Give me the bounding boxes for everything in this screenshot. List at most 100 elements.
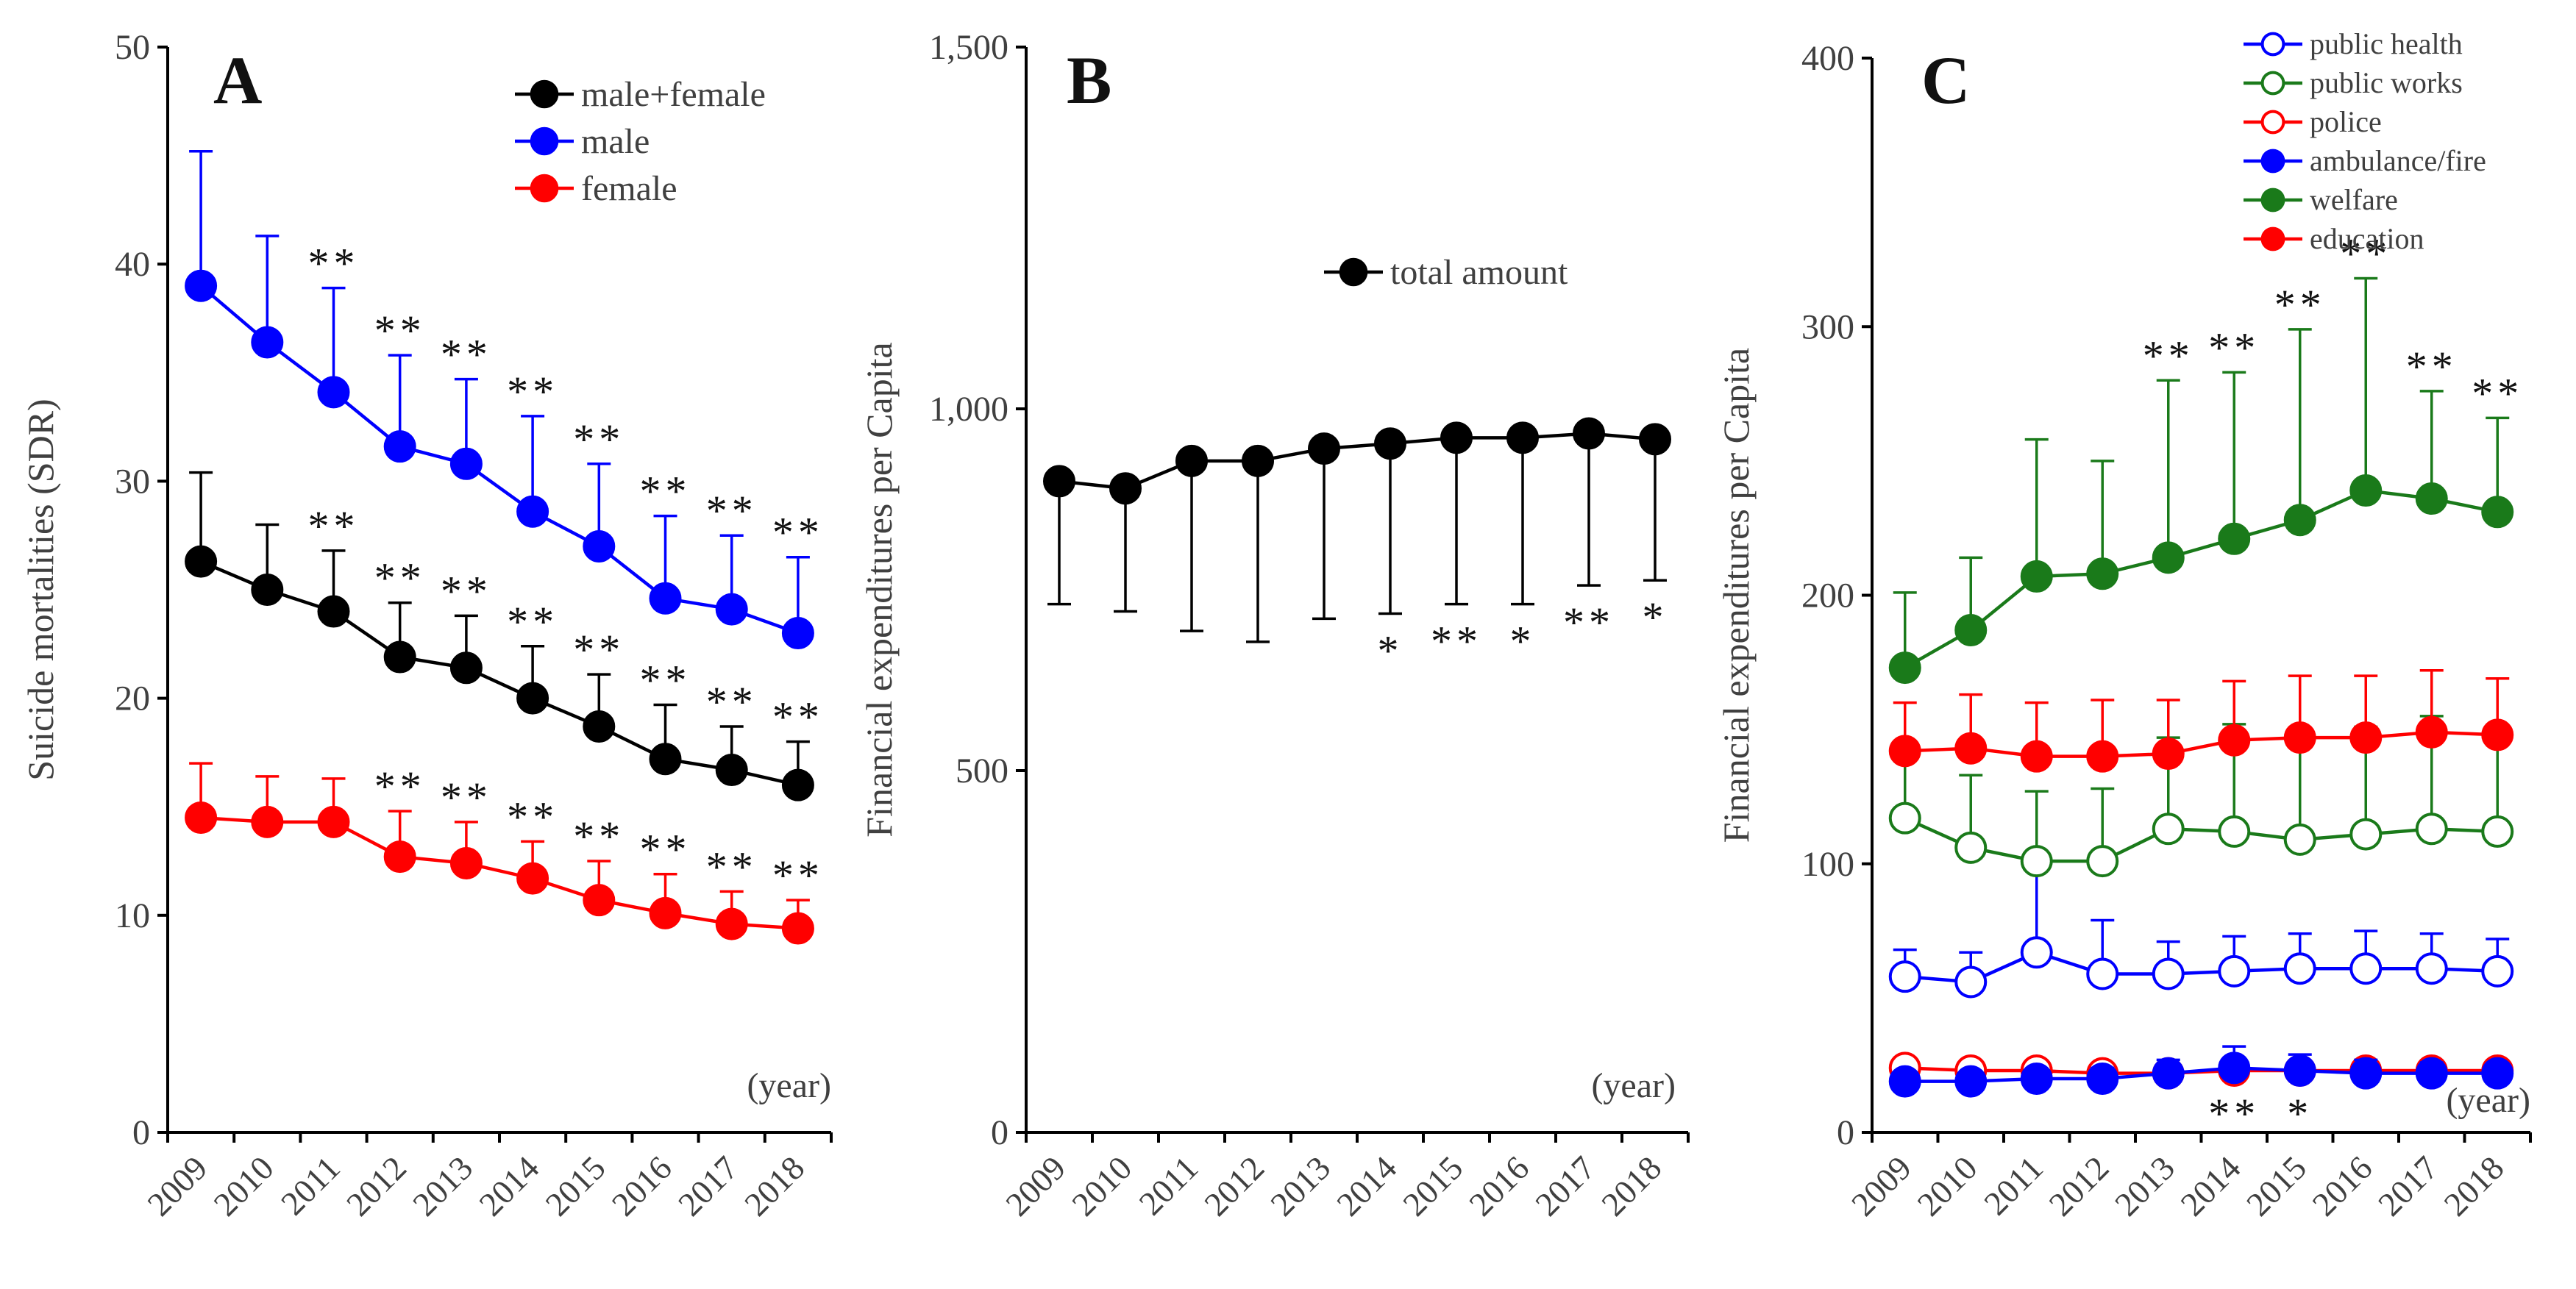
- panel-letter: C: [1921, 43, 1970, 118]
- data-point: [2415, 1057, 2448, 1090]
- legend-label: police: [2310, 105, 2382, 138]
- data-point: [251, 805, 284, 838]
- significance-mark: **: [573, 626, 625, 674]
- data-point: [1888, 1065, 1921, 1098]
- significance-mark: **: [507, 598, 558, 646]
- data-point: [516, 495, 549, 528]
- x-tick-label: 2011: [1131, 1149, 1205, 1222]
- data-point: [2349, 1057, 2383, 1090]
- data-point: [2481, 954, 2514, 988]
- x-tick-label: 2014: [472, 1149, 546, 1223]
- data-point: [1043, 465, 1075, 498]
- legend-label: public health: [2310, 27, 2463, 60]
- data-point: [1506, 421, 1539, 454]
- chart-panel-a: 0102030405020092010201120122013201420152…: [20, 28, 833, 1223]
- series-ambulance-fire: ** *: [1888, 1045, 2514, 1138]
- data-point: [2481, 496, 2514, 529]
- y-tick-label: 100: [1801, 845, 1854, 884]
- x-tick-label: 2015: [538, 1149, 613, 1223]
- data-point: [1374, 427, 1406, 460]
- data-point: [251, 574, 284, 606]
- significance-mark: **: [772, 509, 824, 557]
- legend-label: public works: [2310, 66, 2463, 99]
- x-tick-label: 2018: [737, 1149, 811, 1223]
- x-tick-label: 2017: [671, 1149, 745, 1223]
- legend-marker: [2260, 32, 2285, 57]
- legend-label: welfare: [2310, 183, 2398, 216]
- significance-mark: **: [507, 368, 558, 415]
- data-point: [2415, 813, 2448, 846]
- significance-mark: **: [573, 813, 625, 860]
- significance-mark: **: [1431, 618, 1482, 665]
- legend-label: total amount: [1390, 253, 1568, 292]
- series-line: [1904, 950, 2498, 984]
- data-point: [2481, 815, 2514, 848]
- data-point: [449, 846, 483, 879]
- data-point: [449, 651, 483, 685]
- data-point: [251, 326, 284, 359]
- data-point: [2283, 952, 2316, 985]
- x-tick-label: 2015: [2239, 1149, 2313, 1223]
- series-line: [1904, 816, 2498, 863]
- significance-mark: **: [441, 774, 492, 821]
- series-line: [200, 815, 799, 930]
- series-male: ** ** ** ** ** ** ** **: [185, 149, 824, 650]
- significance-mark: **: [507, 793, 558, 840]
- data-point: [583, 529, 616, 563]
- significance-mark: **: [441, 567, 492, 615]
- data-point: [715, 593, 748, 626]
- data-point: [2152, 813, 2185, 846]
- data-point: [2020, 1062, 2053, 1095]
- data-point: [2283, 504, 2316, 537]
- series-public-health: [1888, 857, 2514, 999]
- data-point: [1573, 417, 1605, 450]
- significance-mark: **: [441, 331, 492, 379]
- legend-marker: [2260, 71, 2285, 96]
- y-tick-label: 40: [115, 245, 150, 284]
- data-point: [2020, 845, 2053, 878]
- data-point: [2415, 715, 2448, 749]
- data-point: [1954, 613, 1988, 646]
- chart-panel-c: 0100200300400200920102011201220132014201…: [1715, 27, 2532, 1223]
- x-tick-label: 2010: [1910, 1149, 1985, 1223]
- significance-mark: **: [706, 843, 758, 890]
- significance-mark: **: [2274, 281, 2326, 329]
- x-tick-label: 2010: [207, 1149, 281, 1223]
- y-tick-label: 500: [956, 751, 1008, 790]
- significance-mark: **: [2340, 230, 2391, 278]
- significance-mark: **: [374, 763, 426, 810]
- data-point: [185, 545, 218, 578]
- x-axis-title: (year): [747, 1066, 831, 1105]
- data-point: [1888, 801, 1921, 835]
- y-axis-title: Financial expenditures per Capita: [1715, 348, 1757, 843]
- data-point: [2086, 1062, 2119, 1095]
- data-point: [1440, 421, 1473, 454]
- x-tick-label: 2009: [998, 1149, 1072, 1223]
- legend-marker: [2260, 188, 2285, 213]
- significance-mark: *: [1643, 593, 1668, 641]
- legend: total amount: [1324, 253, 1568, 292]
- significance-mark: **: [640, 826, 691, 874]
- y-tick-label: 1,000: [929, 390, 1008, 429]
- data-point: [2283, 823, 2316, 856]
- x-tick-label: 2016: [2305, 1149, 2380, 1223]
- significance-mark: *: [1510, 618, 1536, 665]
- legend-label: female: [581, 169, 677, 208]
- significance-mark: **: [374, 307, 426, 354]
- significance-mark: **: [640, 468, 691, 515]
- data-point: [1954, 831, 1988, 864]
- data-point: [2152, 737, 2185, 770]
- data-point: [449, 447, 483, 480]
- x-tick-label: 2011: [274, 1149, 347, 1222]
- significance-mark: **: [308, 240, 360, 288]
- significance-mark: **: [2472, 369, 2523, 417]
- significance-mark: **: [2406, 343, 2458, 390]
- y-tick-label: 30: [115, 462, 150, 501]
- x-tick-label: 2012: [2042, 1149, 2116, 1223]
- data-point: [715, 754, 748, 787]
- legend-marker: [530, 79, 559, 109]
- data-point: [649, 743, 682, 776]
- data-point: [2152, 1057, 2185, 1090]
- legend: male+female male female: [515, 75, 766, 208]
